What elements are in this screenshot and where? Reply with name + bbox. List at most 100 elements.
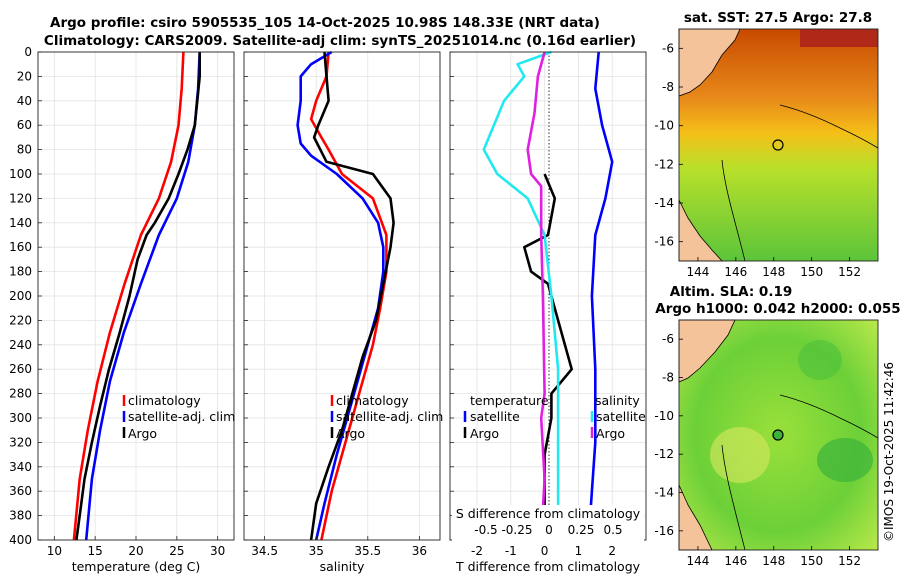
sla-map-frame <box>678 319 879 551</box>
sst-argo-marker <box>772 139 784 151</box>
difference-legend: temperature satellite Argo salinity sate… <box>463 393 646 441</box>
xtick-label: 35 <box>309 544 324 558</box>
map-xtick-label: 144 <box>686 554 709 568</box>
s-difference-label: S difference from climatology <box>456 506 641 521</box>
x2tick-label: -0.25 <box>501 523 532 537</box>
ytick-label: 320 <box>9 435 32 449</box>
legend-satellite-adj-2: satellite-adj. clim <box>336 409 443 424</box>
ytick-label: 340 <box>9 460 32 474</box>
legend-s-satellite: satellite <box>596 409 646 424</box>
ytick-label: 280 <box>9 387 32 401</box>
map-xtick-label: 146 <box>724 554 747 568</box>
xtick-label: 15 <box>88 544 103 558</box>
legend-temperature: temperature <box>470 393 549 408</box>
xtick-label: 25 <box>169 544 184 558</box>
sla-high-2 <box>798 340 842 380</box>
difference-panel: -2 -1 0 1 2 T difference from climatology S … <box>449 50 647 574</box>
map-ytick-label: -10 <box>654 119 674 133</box>
map-xtick-label: 144 <box>686 265 709 279</box>
temperature-legend: climatology satellite-adj. clim Argo <box>122 393 235 441</box>
sla-map-title-1: Altim. SLA: 0.19 <box>670 284 792 300</box>
sla-shelf-contour-2 <box>721 444 746 551</box>
ytick-label: 40 <box>17 94 32 108</box>
ytick-label: 0 <box>24 45 32 59</box>
sla-shelf-contour <box>779 394 879 439</box>
temperature-panel: 0 20 40 60 80 100 120 140 160 180 200 220 240 260 280 3… <box>9 45 235 574</box>
s-axis-background <box>452 505 644 541</box>
sla-low-1 <box>710 427 770 483</box>
ytick-label: 20 <box>17 69 32 83</box>
legend-satellite-adj: satellite-adj. clim <box>128 409 235 424</box>
legend-s-argo: Argo <box>596 426 625 441</box>
map-xtick-label: 152 <box>838 554 861 568</box>
series-climatology <box>72 51 185 541</box>
map-xtick-label: 150 <box>800 554 823 568</box>
difference-xlabel: T difference from climatology <box>455 559 641 574</box>
sst-shelf-contour-2 <box>721 159 746 262</box>
series-temperature-argo <box>522 173 574 540</box>
series-argo <box>75 52 201 541</box>
series-argo <box>309 51 395 541</box>
legend-t-argo: Argo <box>470 426 499 441</box>
xtick-label: 20 <box>128 544 143 558</box>
map-ytick-label: -14 <box>654 486 674 500</box>
xtick-label: -2 <box>471 544 483 558</box>
ytick-label: 400 <box>9 533 32 547</box>
map-ytick-label: -14 <box>654 196 674 210</box>
legend-argo: Argo <box>128 426 157 441</box>
series-satellite-adj-clim <box>296 50 385 541</box>
map-ytick-label: -6 <box>662 332 674 346</box>
sst-map-panel: sat. SST: 27.5 Argo: 27.8 144 146 148 150 15… <box>654 10 879 279</box>
xtick-label: 1 <box>575 544 583 558</box>
ytick-label: 140 <box>9 216 32 230</box>
ytick-label: 300 <box>9 411 32 425</box>
ytick-label: 360 <box>9 484 32 498</box>
sst-land-new-guinea <box>678 28 741 97</box>
x2tick-label: -0.5 <box>474 523 497 537</box>
legend-climatology-2: climatology <box>336 393 409 408</box>
ytick-label: 380 <box>9 509 32 523</box>
ytick-label: 180 <box>9 265 32 279</box>
sla-argo-marker <box>772 429 784 441</box>
x2tick-label: 0.5 <box>603 523 622 537</box>
sst-shelf-contour <box>779 104 879 149</box>
ytick-label: 100 <box>9 167 32 181</box>
map-ytick-label: -8 <box>662 371 674 385</box>
series-climatology <box>309 51 388 541</box>
legend-argo-2: Argo <box>336 426 365 441</box>
x2tick-label: 0.25 <box>568 523 595 537</box>
ytick-label: 80 <box>17 143 32 157</box>
map-xtick-label: 146 <box>724 265 747 279</box>
map-ytick-label: -12 <box>654 447 674 461</box>
sst-hot-patch <box>800 29 878 47</box>
ytick-label: 120 <box>9 191 32 205</box>
sla-land-new-guinea <box>678 319 736 383</box>
legend-climatology: climatology <box>128 393 201 408</box>
legend-t-satellite: satellite <box>470 409 520 424</box>
ytick-label: 240 <box>9 338 32 352</box>
sla-high-1 <box>817 438 873 482</box>
map-ytick-label: -16 <box>654 235 674 249</box>
xtick-label: 2 <box>608 544 616 558</box>
map-xtick-label: 148 <box>762 554 785 568</box>
xtick-label: -1 <box>505 544 517 558</box>
salinity-xlabel: salinity <box>320 559 365 574</box>
sla-map-title-2: Argo h1000: 0.042 h2000: 0.055 <box>655 301 900 317</box>
map-xtick-label: 152 <box>838 265 861 279</box>
map-ytick-label: -10 <box>654 409 674 423</box>
series-salinity-satellite <box>482 50 560 540</box>
xtick-label: 30 <box>210 544 225 558</box>
title-line1: Argo profile: csiro 5905535_105 14-Oct-2… <box>50 15 600 31</box>
xtick-label: 34.5 <box>251 544 278 558</box>
sst-map-title: sat. SST: 27.5 Argo: 27.8 <box>684 10 872 26</box>
map-ytick-label: -12 <box>654 157 674 171</box>
ytick-label: 220 <box>9 313 32 327</box>
ytick-label: 160 <box>9 240 32 254</box>
map-xtick-label: 150 <box>800 265 823 279</box>
sla-map-panel: Altim. SLA: 0.19 Argo h1000: 0.042 h2000… <box>654 284 900 568</box>
ytick-label: 60 <box>17 118 32 132</box>
map-ytick-label: -8 <box>662 80 674 94</box>
map-ytick-label: -16 <box>654 524 674 538</box>
series-temperature-satellite <box>587 51 614 541</box>
